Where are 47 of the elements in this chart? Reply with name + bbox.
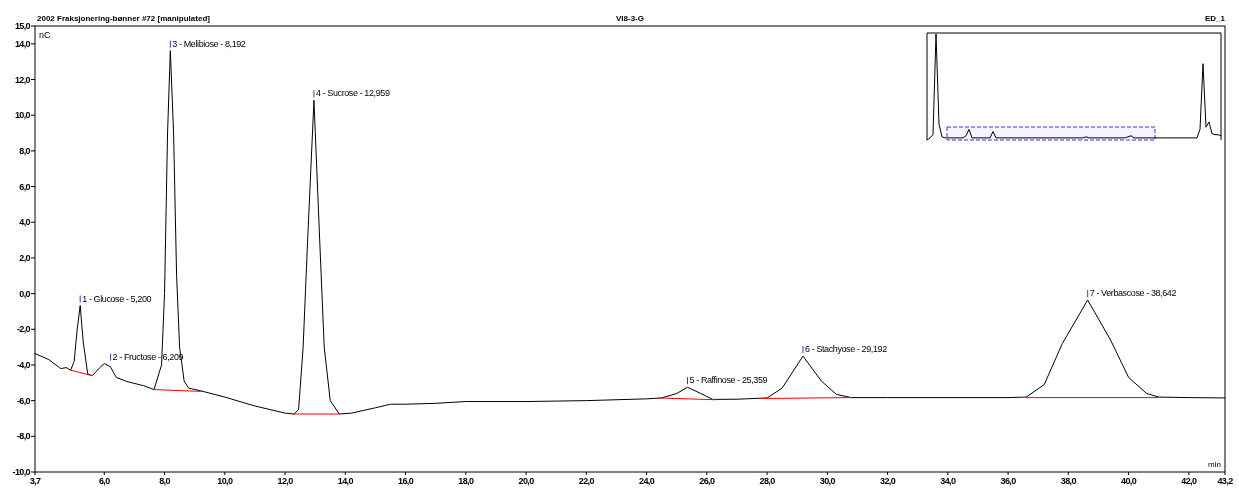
x-tick-label: 20,0 [518, 476, 535, 486]
x-axis-title: min [1208, 460, 1221, 469]
annotation: 2 - Fructose - 6,209 [112, 351, 184, 362]
y-tick-label: -6,0 [16, 395, 31, 406]
x-tick-label: 32,0 [880, 476, 896, 486]
y-tick-label: 14,0 [14, 38, 31, 49]
annotation: 5 - Raffinose - 25,359 [689, 375, 768, 386]
y-axis-title: nC [39, 30, 52, 40]
y-tick-label: -2,0 [16, 324, 31, 335]
x-tick-label: 42,0 [1181, 476, 1197, 486]
x-tick-label: 18,0 [458, 476, 474, 486]
annotation: 4 - Sucrose - 12,959 [315, 88, 390, 99]
x-tick-label: 24,0 [639, 476, 655, 486]
y-tick-label: 10,0 [14, 110, 31, 121]
x-tick-label: 3,7 [29, 476, 41, 486]
x-tick-label: 43,2 [1217, 476, 1234, 486]
y-tick-label: 8,0 [19, 145, 31, 156]
chart-title: 2002 Fraksjonering-bønner #72 [manipulated] [37, 14, 211, 23]
y-tick-label: -10,0 [12, 467, 31, 477]
y-tick-label: 12,0 [14, 74, 31, 85]
x-tick-label: 22,0 [578, 476, 595, 486]
annotation: 3 - Melibiose - 8,192 [172, 38, 246, 49]
y-tick-label: 4,0 [19, 217, 31, 228]
x-tick-label: 10,0 [217, 476, 233, 486]
y-tick-label: 6,0 [19, 181, 31, 192]
chart-subtitle: VI8-3-G [615, 14, 645, 23]
y-tick-label: -8,0 [16, 431, 31, 442]
x-tick-label: 40,0 [1121, 476, 1137, 486]
x-tick-label: 16,0 [397, 476, 414, 486]
x-tick-label: 30,0 [819, 476, 836, 486]
annotation: 6 - Stachyose - 29,192 [804, 344, 888, 355]
x-tick-label: 28,0 [759, 476, 776, 486]
annotation: 7 - Verbascose - 38,642 [1089, 288, 1177, 299]
x-tick-label: 36,0 [1000, 476, 1017, 486]
x-tick-label: 14,0 [337, 476, 354, 486]
y-tick-label: -4,0 [16, 359, 31, 370]
x-tick-label: 12,0 [277, 476, 294, 486]
x-tick-label: 26,0 [699, 476, 715, 486]
y-tick-label: 15,0 [14, 21, 31, 31]
y-tick-label: 0,0 [19, 288, 31, 299]
annotation: 1 - Glucose - 5,200 [82, 293, 152, 304]
x-tick-label: 34,0 [940, 476, 956, 486]
x-tick-label: 38,0 [1060, 476, 1077, 486]
x-tick-label: 8,0 [159, 476, 171, 486]
y-tick-label: 2,0 [19, 252, 31, 263]
text: ED_1 [1204, 14, 1226, 23]
x-tick-label: 6,0 [98, 476, 111, 486]
